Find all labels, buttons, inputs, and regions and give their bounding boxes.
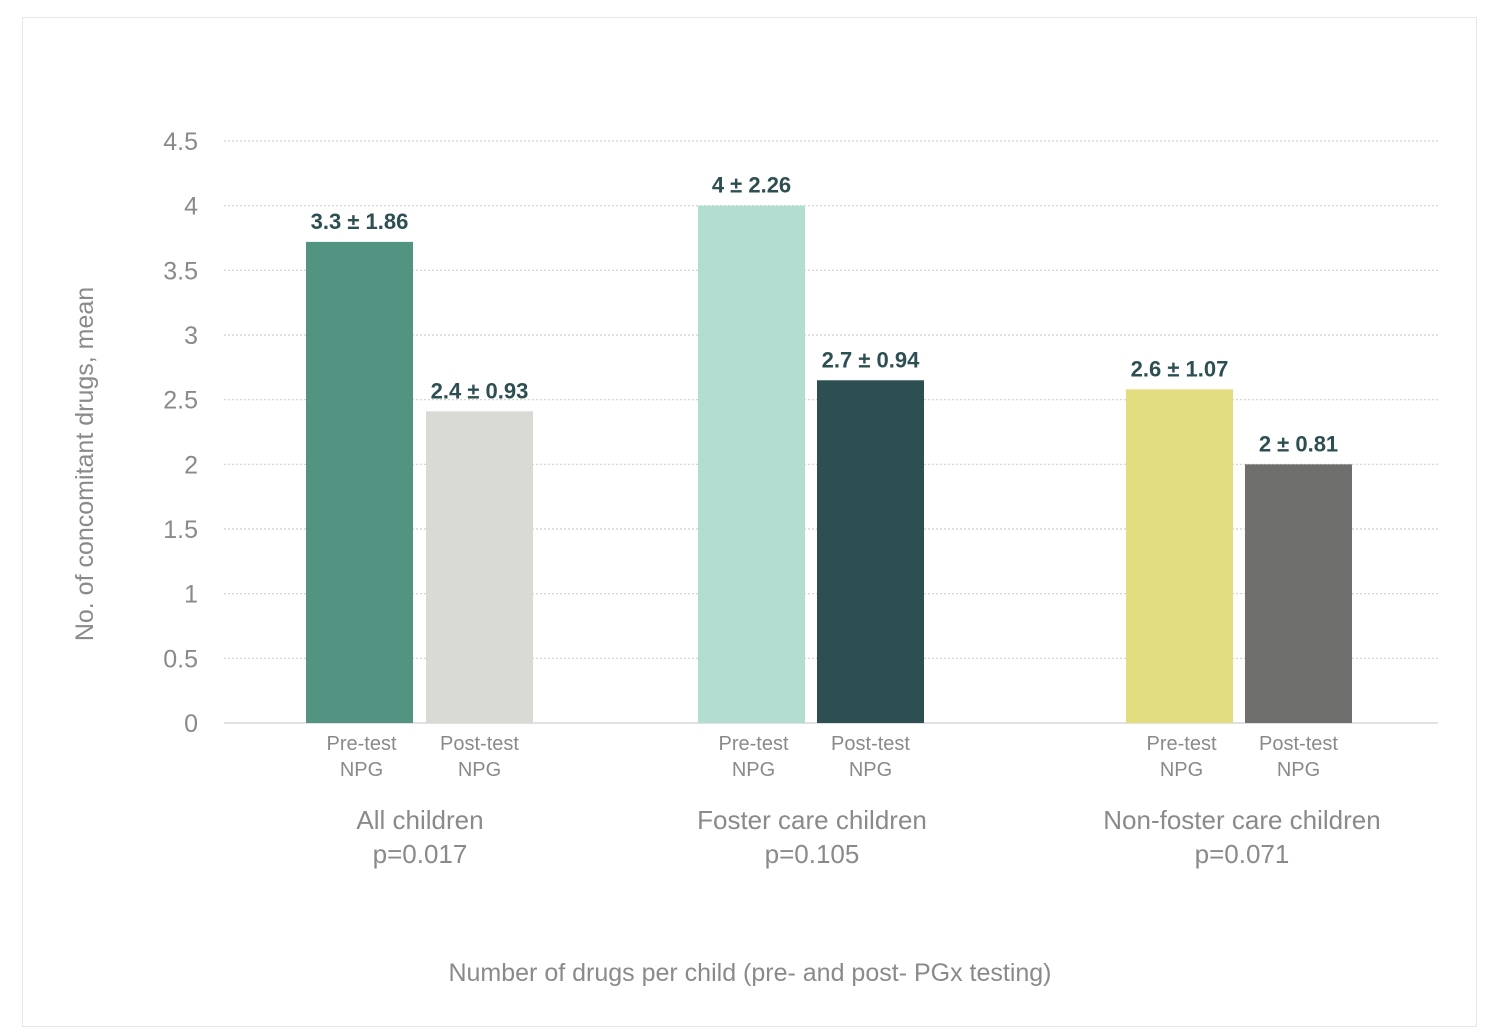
y-tick-label: 0.5 (163, 645, 198, 673)
y-axis-title: No. of concomitant drugs, mean (71, 287, 99, 641)
y-tick-label: 0 (184, 710, 198, 738)
data-label: 4 ± 2.26 (712, 173, 791, 198)
bar (1126, 389, 1233, 723)
y-tick-label: 1.5 (163, 516, 198, 544)
x-axis-title: Number of drugs per child (pre- and post… (448, 959, 1051, 987)
x-tick-label: NPG (1277, 759, 1320, 781)
x-tick-label: NPG (732, 759, 775, 781)
y-tick-label: 2 (184, 451, 198, 479)
group-label: Non-foster care children (1103, 805, 1380, 835)
x-tick-label: Post-test (831, 733, 910, 755)
bar (1245, 464, 1352, 723)
bar (817, 380, 924, 723)
data-label: 2.7 ± 0.94 (822, 347, 920, 372)
group-pvalue: p=0.105 (765, 839, 860, 869)
bar (426, 411, 533, 723)
x-tick-label: NPG (1160, 759, 1203, 781)
x-tick-label: Pre-test (718, 733, 788, 755)
group-label: Foster care children (697, 805, 927, 835)
group-pvalue: p=0.017 (373, 839, 468, 869)
y-tick-label: 4.5 (163, 128, 198, 156)
bar (306, 241, 413, 723)
data-label: 2 ± 0.81 (1259, 431, 1338, 456)
chart-frame (22, 17, 1477, 1027)
data-label: 3.3 ± 1.86 (311, 209, 409, 234)
x-tick-label: NPG (340, 759, 383, 781)
data-label: 2.6 ± 1.07 (1131, 356, 1229, 381)
y-tick-label: 1 (184, 581, 198, 609)
bar (698, 205, 805, 723)
x-tick-label: Pre-test (326, 733, 396, 755)
x-tick-label: Post-test (440, 733, 519, 755)
y-tick-label: 4 (184, 193, 198, 221)
x-tick-label: Pre-test (1146, 733, 1216, 755)
group-pvalue: p=0.071 (1195, 839, 1290, 869)
y-tick-label: 2.5 (163, 387, 198, 415)
data-label: 2.4 ± 0.93 (431, 378, 529, 403)
x-tick-label: NPG (849, 759, 892, 781)
x-tick-label: NPG (458, 759, 501, 781)
x-tick-label: Post-test (1259, 733, 1338, 755)
group-label: All children (356, 805, 483, 835)
y-tick-label: 3.5 (163, 257, 198, 285)
y-tick-label: 3 (184, 322, 198, 350)
